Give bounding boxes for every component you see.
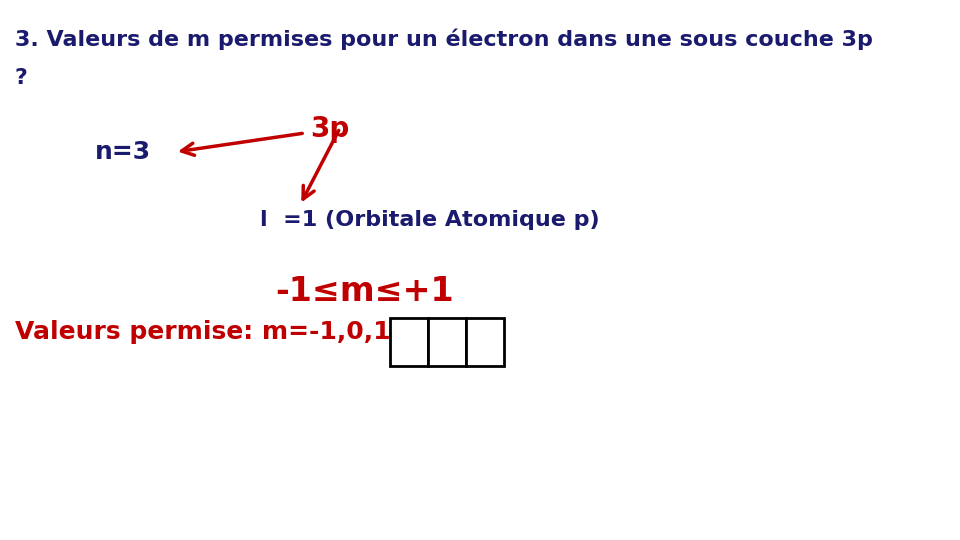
Text: l  =1 (Orbitale Atomique p): l =1 (Orbitale Atomique p)	[260, 210, 600, 230]
Text: ?: ?	[15, 68, 28, 88]
Text: n=3: n=3	[95, 140, 151, 164]
Bar	[466, 318, 504, 366]
Text: -1≤m≤+1: -1≤m≤+1	[276, 275, 454, 308]
Bar	[390, 318, 428, 366]
Text: Valeurs permise: m=-1,0,1: Valeurs permise: m=-1,0,1	[15, 320, 391, 344]
Text: 3. Valeurs de m permises pour un électron dans une sous couche 3p: 3. Valeurs de m permises pour un électro…	[15, 28, 873, 50]
Text: 3p: 3p	[310, 115, 349, 143]
Bar	[428, 318, 466, 366]
